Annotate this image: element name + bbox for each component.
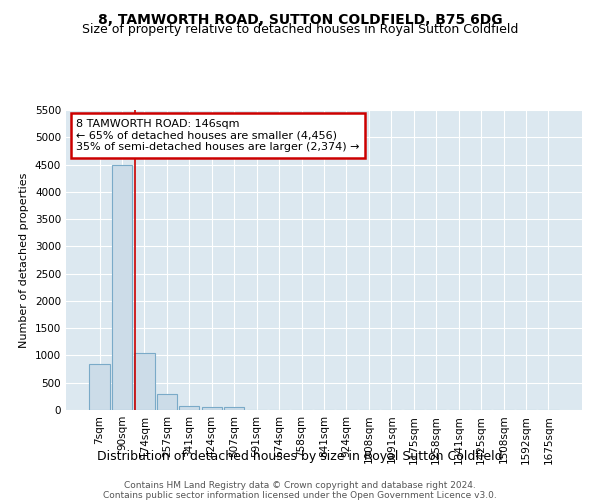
Y-axis label: Number of detached properties: Number of detached properties — [19, 172, 29, 348]
Text: Distribution of detached houses by size in Royal Sutton Coldfield: Distribution of detached houses by size … — [97, 450, 503, 463]
Text: 8 TAMWORTH ROAD: 146sqm
← 65% of detached houses are smaller (4,456)
35% of semi: 8 TAMWORTH ROAD: 146sqm ← 65% of detache… — [76, 119, 360, 152]
Bar — [224, 408, 244, 410]
Bar — [112, 164, 132, 410]
Bar — [157, 394, 177, 410]
Text: Contains HM Land Registry data © Crown copyright and database right 2024.: Contains HM Land Registry data © Crown c… — [124, 481, 476, 490]
Text: 8, TAMWORTH ROAD, SUTTON COLDFIELD, B75 6DG: 8, TAMWORTH ROAD, SUTTON COLDFIELD, B75 … — [98, 12, 502, 26]
Bar — [202, 406, 222, 410]
Bar — [89, 364, 110, 410]
Bar — [179, 406, 199, 410]
Text: Contains public sector information licensed under the Open Government Licence v3: Contains public sector information licen… — [103, 491, 497, 500]
Text: Size of property relative to detached houses in Royal Sutton Coldfield: Size of property relative to detached ho… — [82, 22, 518, 36]
Bar — [134, 352, 155, 410]
